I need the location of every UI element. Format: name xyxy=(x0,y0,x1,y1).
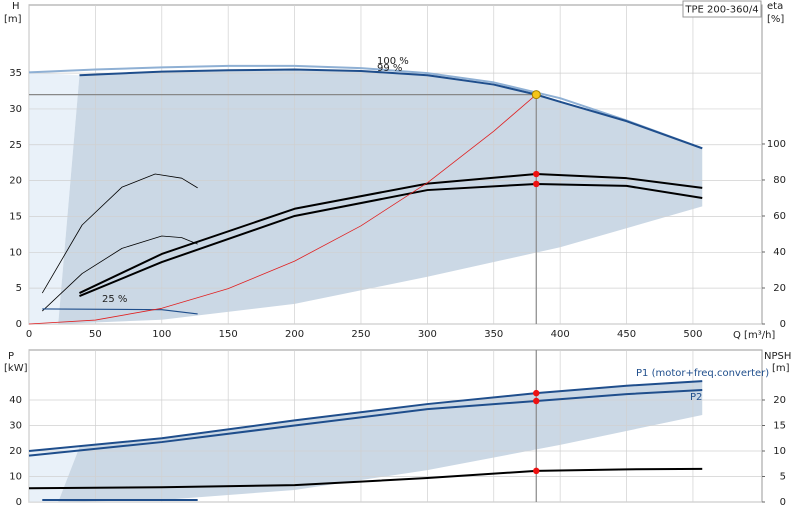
y-tick-label: 25 xyxy=(9,140,22,151)
axis-title: [m] xyxy=(4,14,22,25)
label-box xyxy=(682,0,762,18)
x-tick-label: 150 xyxy=(219,329,238,340)
x-tick-label: 500 xyxy=(683,329,702,340)
annotation: 100 % xyxy=(377,56,409,67)
curve xyxy=(79,68,703,150)
curve xyxy=(28,380,703,452)
curve xyxy=(42,235,198,312)
annotation: 99 % xyxy=(377,63,402,74)
y-tick-label: 30 xyxy=(9,104,22,115)
y2-tick-label: 80 xyxy=(773,175,786,186)
y-tick-label: 20 xyxy=(9,446,22,457)
x-tick-label: 350 xyxy=(484,329,503,340)
x-tick-label: 250 xyxy=(351,329,370,340)
annotation: 25 % xyxy=(102,294,127,305)
y-tick-label: 40 xyxy=(9,395,22,406)
duty-point xyxy=(531,90,541,100)
y-tick-label: 15 xyxy=(9,211,22,222)
x-tick-label: 100 xyxy=(152,329,171,340)
y2-tick-label: 100 xyxy=(767,139,786,150)
curve xyxy=(42,308,198,315)
y-tick-label: 35 xyxy=(9,68,22,79)
y-tick-label: 20 xyxy=(9,176,22,187)
x-tick-label: 450 xyxy=(617,329,636,340)
axis-title: [kW] xyxy=(4,363,28,374)
y2-tick-label: 60 xyxy=(773,211,786,222)
panel: 0 10 20 30 40 0 5 10 15 20 P1 (motor+freq.converte… xyxy=(4,349,791,508)
axis-title: NPSH xyxy=(764,351,791,362)
operating-range xyxy=(29,72,80,324)
y2-tick-label: 20 xyxy=(773,395,786,406)
axis-title: Q [m³/h] xyxy=(733,330,775,341)
duty-point xyxy=(533,180,540,188)
y2-tick-label: 40 xyxy=(773,247,786,258)
operating-range xyxy=(58,381,703,502)
panel: 0 50 100 150 200 250 300 350 400 450 5000510152025… xyxy=(4,0,786,341)
duty-point xyxy=(533,397,540,405)
label-box-text: TPE 200-360/4 xyxy=(684,5,758,16)
curve-label: P1 (motor+freq.converter) xyxy=(636,368,769,379)
y2-tick-label: 10 xyxy=(773,446,786,457)
curve xyxy=(28,64,703,150)
curve xyxy=(28,389,703,457)
y-tick-label: 10 xyxy=(9,247,22,258)
curve xyxy=(41,173,198,294)
operating-range xyxy=(58,69,703,325)
y-tick-label: 30 xyxy=(9,420,22,431)
x-tick-label: 50 xyxy=(89,329,102,340)
curve xyxy=(28,467,703,490)
y-tick-label: 0 xyxy=(16,497,22,508)
duty-point xyxy=(533,170,540,178)
duty-point xyxy=(533,389,540,397)
y2-tick-label: 0 xyxy=(780,319,786,330)
x-tick-label: 400 xyxy=(551,329,570,340)
duty-point xyxy=(533,467,540,475)
axis-title: [%] xyxy=(767,14,784,25)
curve xyxy=(79,173,703,294)
axis-title: eta xyxy=(767,1,783,12)
x-tick-label: 300 xyxy=(418,329,437,340)
y2-tick-label: 20 xyxy=(773,283,786,294)
y2-tick-label: 15 xyxy=(773,420,786,431)
y2-tick-label: 5 xyxy=(780,471,786,482)
y-tick-label: 5 xyxy=(16,283,22,294)
y-tick-label: 10 xyxy=(9,471,22,482)
curve xyxy=(79,182,703,298)
curve-label: P2 xyxy=(690,392,702,403)
y-tick-label: 0 xyxy=(16,319,22,330)
axis-title: P xyxy=(8,351,14,362)
axis-title: H xyxy=(12,1,20,12)
y2-tick-label: 0 xyxy=(780,497,786,508)
curve xyxy=(28,94,537,325)
x-tick-label: 0 xyxy=(26,329,32,340)
axis-title: [m] xyxy=(772,363,790,374)
x-tick-label: 200 xyxy=(285,329,304,340)
